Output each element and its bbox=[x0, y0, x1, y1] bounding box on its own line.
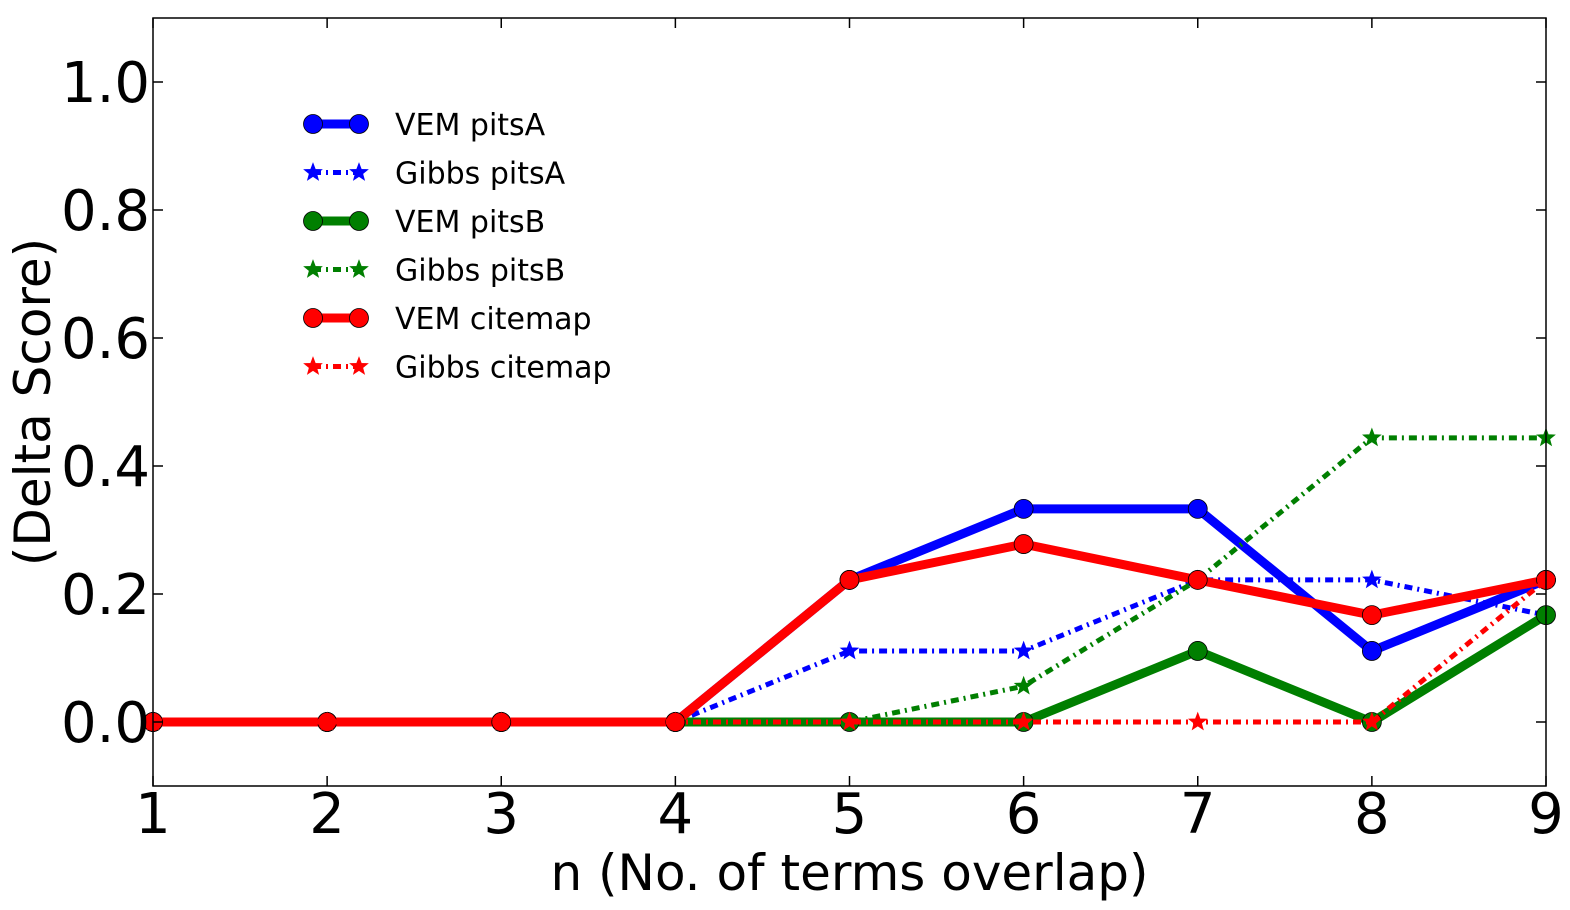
x-tick-label-6: 7 bbox=[1180, 782, 1216, 847]
legend-entry-3: Gibbs pitsB bbox=[303, 254, 565, 289]
series-line-0 bbox=[153, 504, 1548, 727]
data-point-4-4 bbox=[839, 570, 860, 590]
y-axis-label: (Delta Score) bbox=[4, 238, 62, 566]
data-point-4-5 bbox=[1013, 534, 1034, 554]
data-point-2-6 bbox=[1187, 641, 1208, 661]
data-point-5-3 bbox=[665, 711, 686, 731]
legend-entry-2: VEM pitsB bbox=[303, 205, 545, 240]
legend-marker-2-1 bbox=[349, 211, 369, 231]
series-line-5 bbox=[153, 577, 1548, 725]
series-0 bbox=[143, 498, 1556, 732]
data-point-0-7 bbox=[1361, 641, 1382, 661]
data-point-1-7 bbox=[1362, 569, 1382, 589]
ticks-layer: 1 2 3 4 5 6 7 8 9 0.0 0.2 0.4 0.6 0.8 1.0 bbox=[61, 18, 1564, 847]
series-line-2 bbox=[153, 611, 1549, 727]
legend-label-4: VEM citemap bbox=[395, 302, 592, 337]
legend-marker-2-0 bbox=[303, 211, 323, 231]
legend-marker-5-0 bbox=[303, 356, 323, 375]
legend-label-3: Gibbs pitsB bbox=[395, 254, 565, 289]
legend-marker-1-0 bbox=[303, 162, 323, 181]
data-point-5-1 bbox=[317, 711, 337, 731]
data-point-5-2 bbox=[491, 711, 512, 731]
x-tick-label-0: 1 bbox=[135, 782, 171, 847]
y-tick-label-0: 0.0 bbox=[61, 691, 150, 756]
series-layer bbox=[143, 427, 1556, 732]
data-point-1-4 bbox=[839, 640, 860, 660]
y-tick-label-1: 0.2 bbox=[61, 563, 150, 628]
data-point-0-6 bbox=[1187, 498, 1208, 519]
x-tick-label-1: 2 bbox=[309, 782, 345, 847]
x-tick-label-4: 5 bbox=[832, 782, 868, 847]
legend-marker-0-0 bbox=[303, 114, 323, 134]
y-tick-label-5: 1.0 bbox=[61, 51, 150, 116]
data-point-0-5 bbox=[1013, 498, 1034, 519]
data-point-4-6 bbox=[1187, 570, 1208, 590]
x-tick-label-3: 4 bbox=[658, 782, 694, 847]
data-point-1-5 bbox=[1013, 640, 1034, 660]
data-point-5-5 bbox=[1013, 711, 1034, 731]
y-tick-label-4: 0.8 bbox=[61, 179, 150, 244]
legend-entry-4: VEM citemap bbox=[303, 302, 592, 337]
legend-label-0: VEM pitsA bbox=[395, 108, 546, 143]
legend: VEM pitsA Gibbs pitsA VEM pitsB Gibbs pitsB… bbox=[303, 108, 612, 386]
x-tick-label-2: 3 bbox=[483, 782, 519, 847]
legend-marker-4-1 bbox=[349, 308, 369, 328]
legend-entry-0: VEM pitsA bbox=[303, 108, 546, 143]
data-point-4-7 bbox=[1361, 605, 1382, 626]
legend-label-2: VEM pitsB bbox=[395, 205, 545, 240]
data-point-5-6 bbox=[1187, 711, 1208, 731]
y-tick-label-3: 0.6 bbox=[61, 307, 150, 372]
x-tick-label-7: 8 bbox=[1354, 782, 1390, 847]
legend-label-1: Gibbs pitsA bbox=[395, 157, 566, 192]
legend-marker-5-1 bbox=[349, 356, 369, 375]
x-tick-label-5: 6 bbox=[1006, 782, 1042, 847]
legend-entry-1: Gibbs pitsA bbox=[303, 157, 566, 192]
data-point-3-5 bbox=[1013, 675, 1034, 695]
x-tick-label-8: 9 bbox=[1528, 782, 1564, 847]
y-tick-label-2: 0.4 bbox=[61, 435, 150, 500]
legend-marker-1-1 bbox=[349, 162, 369, 181]
legend-marker-0-1 bbox=[349, 114, 369, 134]
data-point-3-7 bbox=[1362, 427, 1382, 447]
legend-marker-4-0 bbox=[303, 308, 323, 328]
legend-marker-3-0 bbox=[303, 259, 323, 278]
data-point-5-7 bbox=[1362, 711, 1382, 731]
legend-marker-3-1 bbox=[349, 259, 369, 278]
data-point-5-4 bbox=[839, 711, 860, 731]
x-axis-label: n (No. of terms overlap) bbox=[550, 844, 1148, 902]
legend-label-5: Gibbs citemap bbox=[395, 351, 612, 386]
legend-entry-5: Gibbs citemap bbox=[303, 351, 612, 386]
